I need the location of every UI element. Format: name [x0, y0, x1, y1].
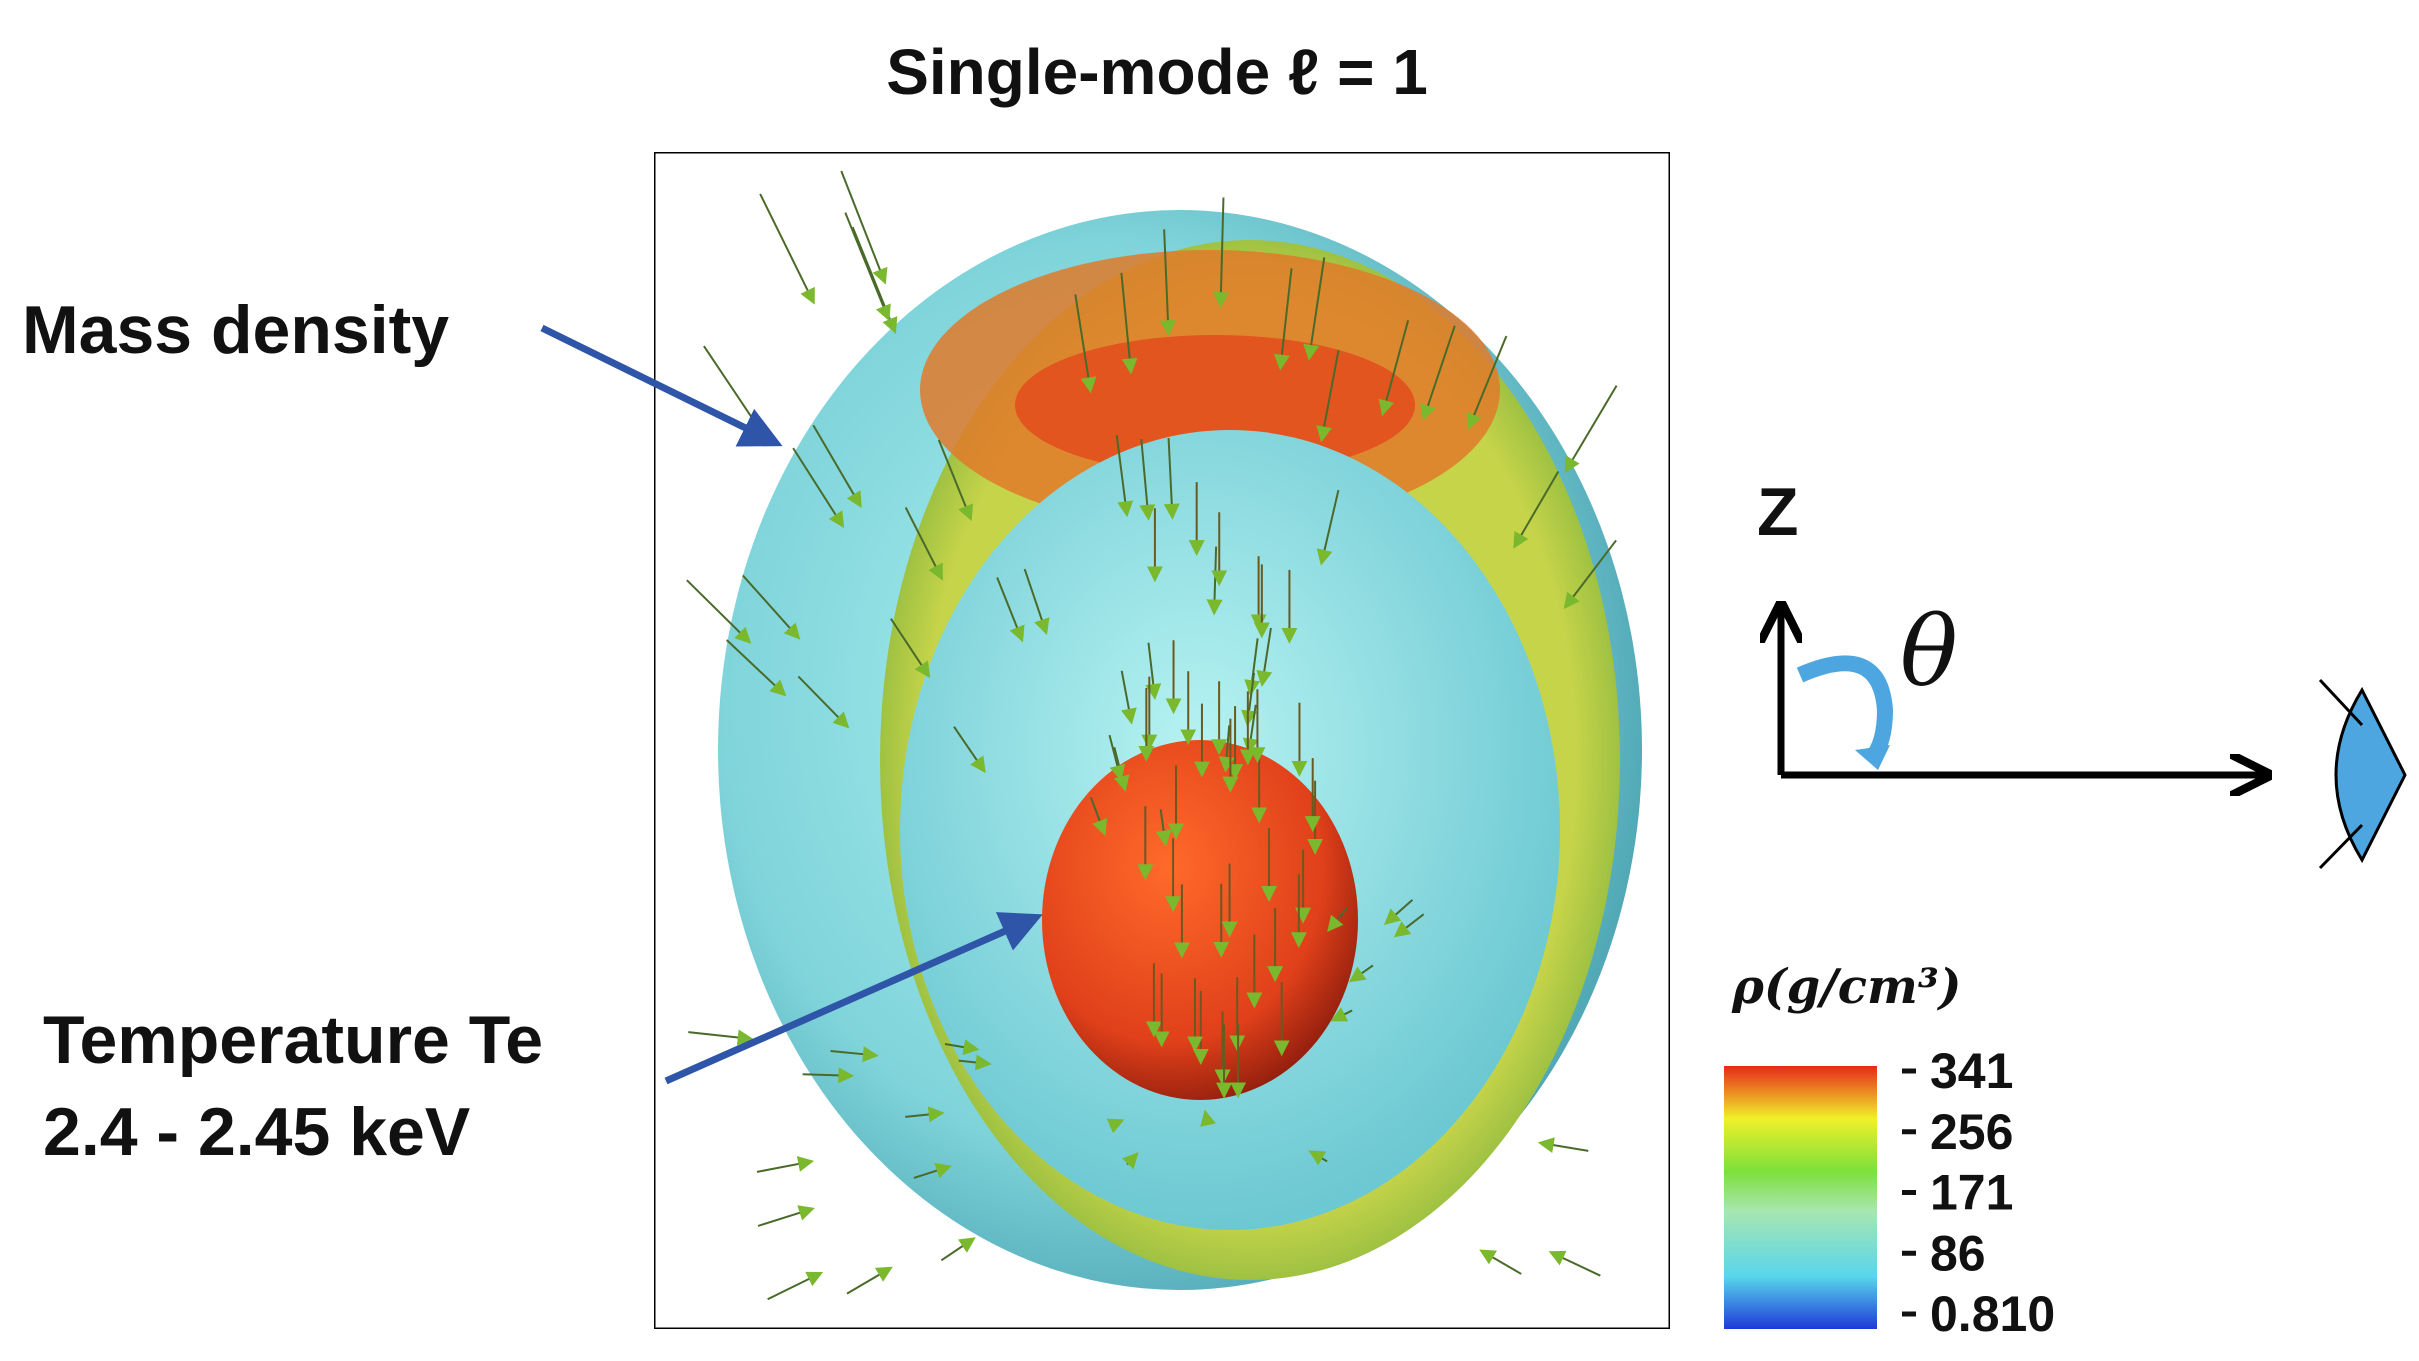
velocity-vector — [890, 618, 931, 679]
velocity-vector — [1163, 437, 1180, 520]
velocity-vector — [802, 1067, 855, 1084]
velocity-vector — [1108, 734, 1126, 782]
velocity-vector — [996, 577, 1025, 643]
velocity-vector — [913, 1162, 953, 1179]
velocity-vector — [846, 1266, 893, 1295]
observer-line — [2318, 678, 2364, 727]
velocity-vector — [1303, 257, 1326, 361]
velocity-vector — [1115, 435, 1134, 518]
velocity-vector — [1383, 899, 1414, 925]
velocity-vector — [688, 1029, 754, 1046]
z-label: Z — [1757, 474, 1799, 550]
velocity-vector — [757, 1205, 815, 1227]
velocity-vector — [1378, 320, 1410, 417]
rotation-arrowhead — [1855, 745, 1890, 770]
velocity-vector — [1159, 229, 1176, 337]
velocity-vector — [742, 574, 801, 640]
velocity-vector — [1316, 489, 1340, 566]
observer-eye — [2334, 686, 2407, 864]
colorbar-title: ρ(g/cm³) — [1731, 959, 1961, 1015]
velocity-vector — [844, 212, 891, 322]
annotation-arrow — [540, 324, 783, 447]
velocity-vector — [1139, 438, 1156, 521]
velocity-vector — [1316, 349, 1340, 443]
mass-density-label: Mass density — [22, 292, 449, 368]
velocity-vector — [759, 193, 815, 305]
velocity-vector — [1106, 1118, 1125, 1134]
velocity-vector — [1513, 470, 1560, 549]
velocity-vector — [1564, 385, 1618, 474]
theta-label: θ — [1900, 596, 1958, 708]
velocity-vector — [1120, 670, 1137, 725]
velocity-vector — [1212, 197, 1229, 309]
colorbar-tick-label: 341 — [1930, 1043, 2013, 1099]
velocity-vector — [905, 1106, 945, 1123]
velocity-vector — [1242, 704, 1259, 755]
velocity-vector — [1200, 1109, 1216, 1127]
velocity-vector — [1563, 539, 1617, 610]
velocity-vector — [1023, 568, 1050, 635]
velocity-vector — [1074, 294, 1097, 394]
velocity-vector — [1548, 1250, 1601, 1277]
velocity-vector — [953, 726, 986, 774]
velocity-vector — [767, 1271, 824, 1301]
velocity-vector — [1218, 725, 1235, 773]
velocity-vector — [1348, 964, 1374, 983]
velocity-vector — [1121, 1152, 1139, 1170]
velocity-vector — [756, 1156, 815, 1173]
title: Single-mode ℓ = 1 — [886, 36, 1428, 108]
velocity-vector — [944, 1039, 980, 1056]
temperature-range: 2.4 - 2.45 keV — [43, 1094, 470, 1170]
observer-line — [2318, 823, 2364, 870]
velocity-vector — [1120, 272, 1138, 375]
simulation-image — [654, 152, 1670, 1329]
velocity-vector — [1145, 642, 1162, 700]
velocity-vector — [1327, 906, 1349, 933]
velocity-vector — [1466, 335, 1508, 430]
velocity-vector — [830, 1046, 879, 1063]
velocity-vector — [937, 439, 974, 522]
colorbar-tick-label: 256 — [1930, 1104, 2013, 1160]
temperature-label: Temperature Te — [43, 1002, 543, 1078]
velocity-vector — [904, 507, 943, 581]
colorbar-tick-label: 86 — [1930, 1225, 1986, 1281]
velocity-vector — [726, 639, 787, 697]
velocity-vector — [1420, 325, 1456, 421]
velocity-vector — [812, 424, 862, 509]
velocity-vector — [940, 1237, 976, 1262]
colorbar-tick-label: 0.810 — [1930, 1286, 2055, 1342]
velocity-vector — [792, 447, 845, 529]
velocity-vector — [1479, 1249, 1522, 1275]
colorbar-tick-label: 171 — [1930, 1165, 2013, 1221]
velocity-vector — [1537, 1137, 1589, 1153]
velocity-vector — [797, 675, 850, 729]
colorbar — [1724, 1066, 1877, 1329]
velocity-vector — [958, 1054, 992, 1071]
velocity-vector — [1273, 268, 1293, 371]
rotation-arrow — [1796, 655, 1894, 766]
annotation-arrow — [664, 912, 1043, 1085]
velocity-vector — [1308, 1150, 1328, 1166]
velocity-vector — [1393, 913, 1425, 938]
velocity-vector — [1089, 797, 1108, 836]
velocity-vector — [686, 579, 752, 644]
velocity-vector — [840, 170, 888, 285]
velocity-vector — [1155, 809, 1172, 847]
velocity-vector — [1330, 1007, 1353, 1022]
